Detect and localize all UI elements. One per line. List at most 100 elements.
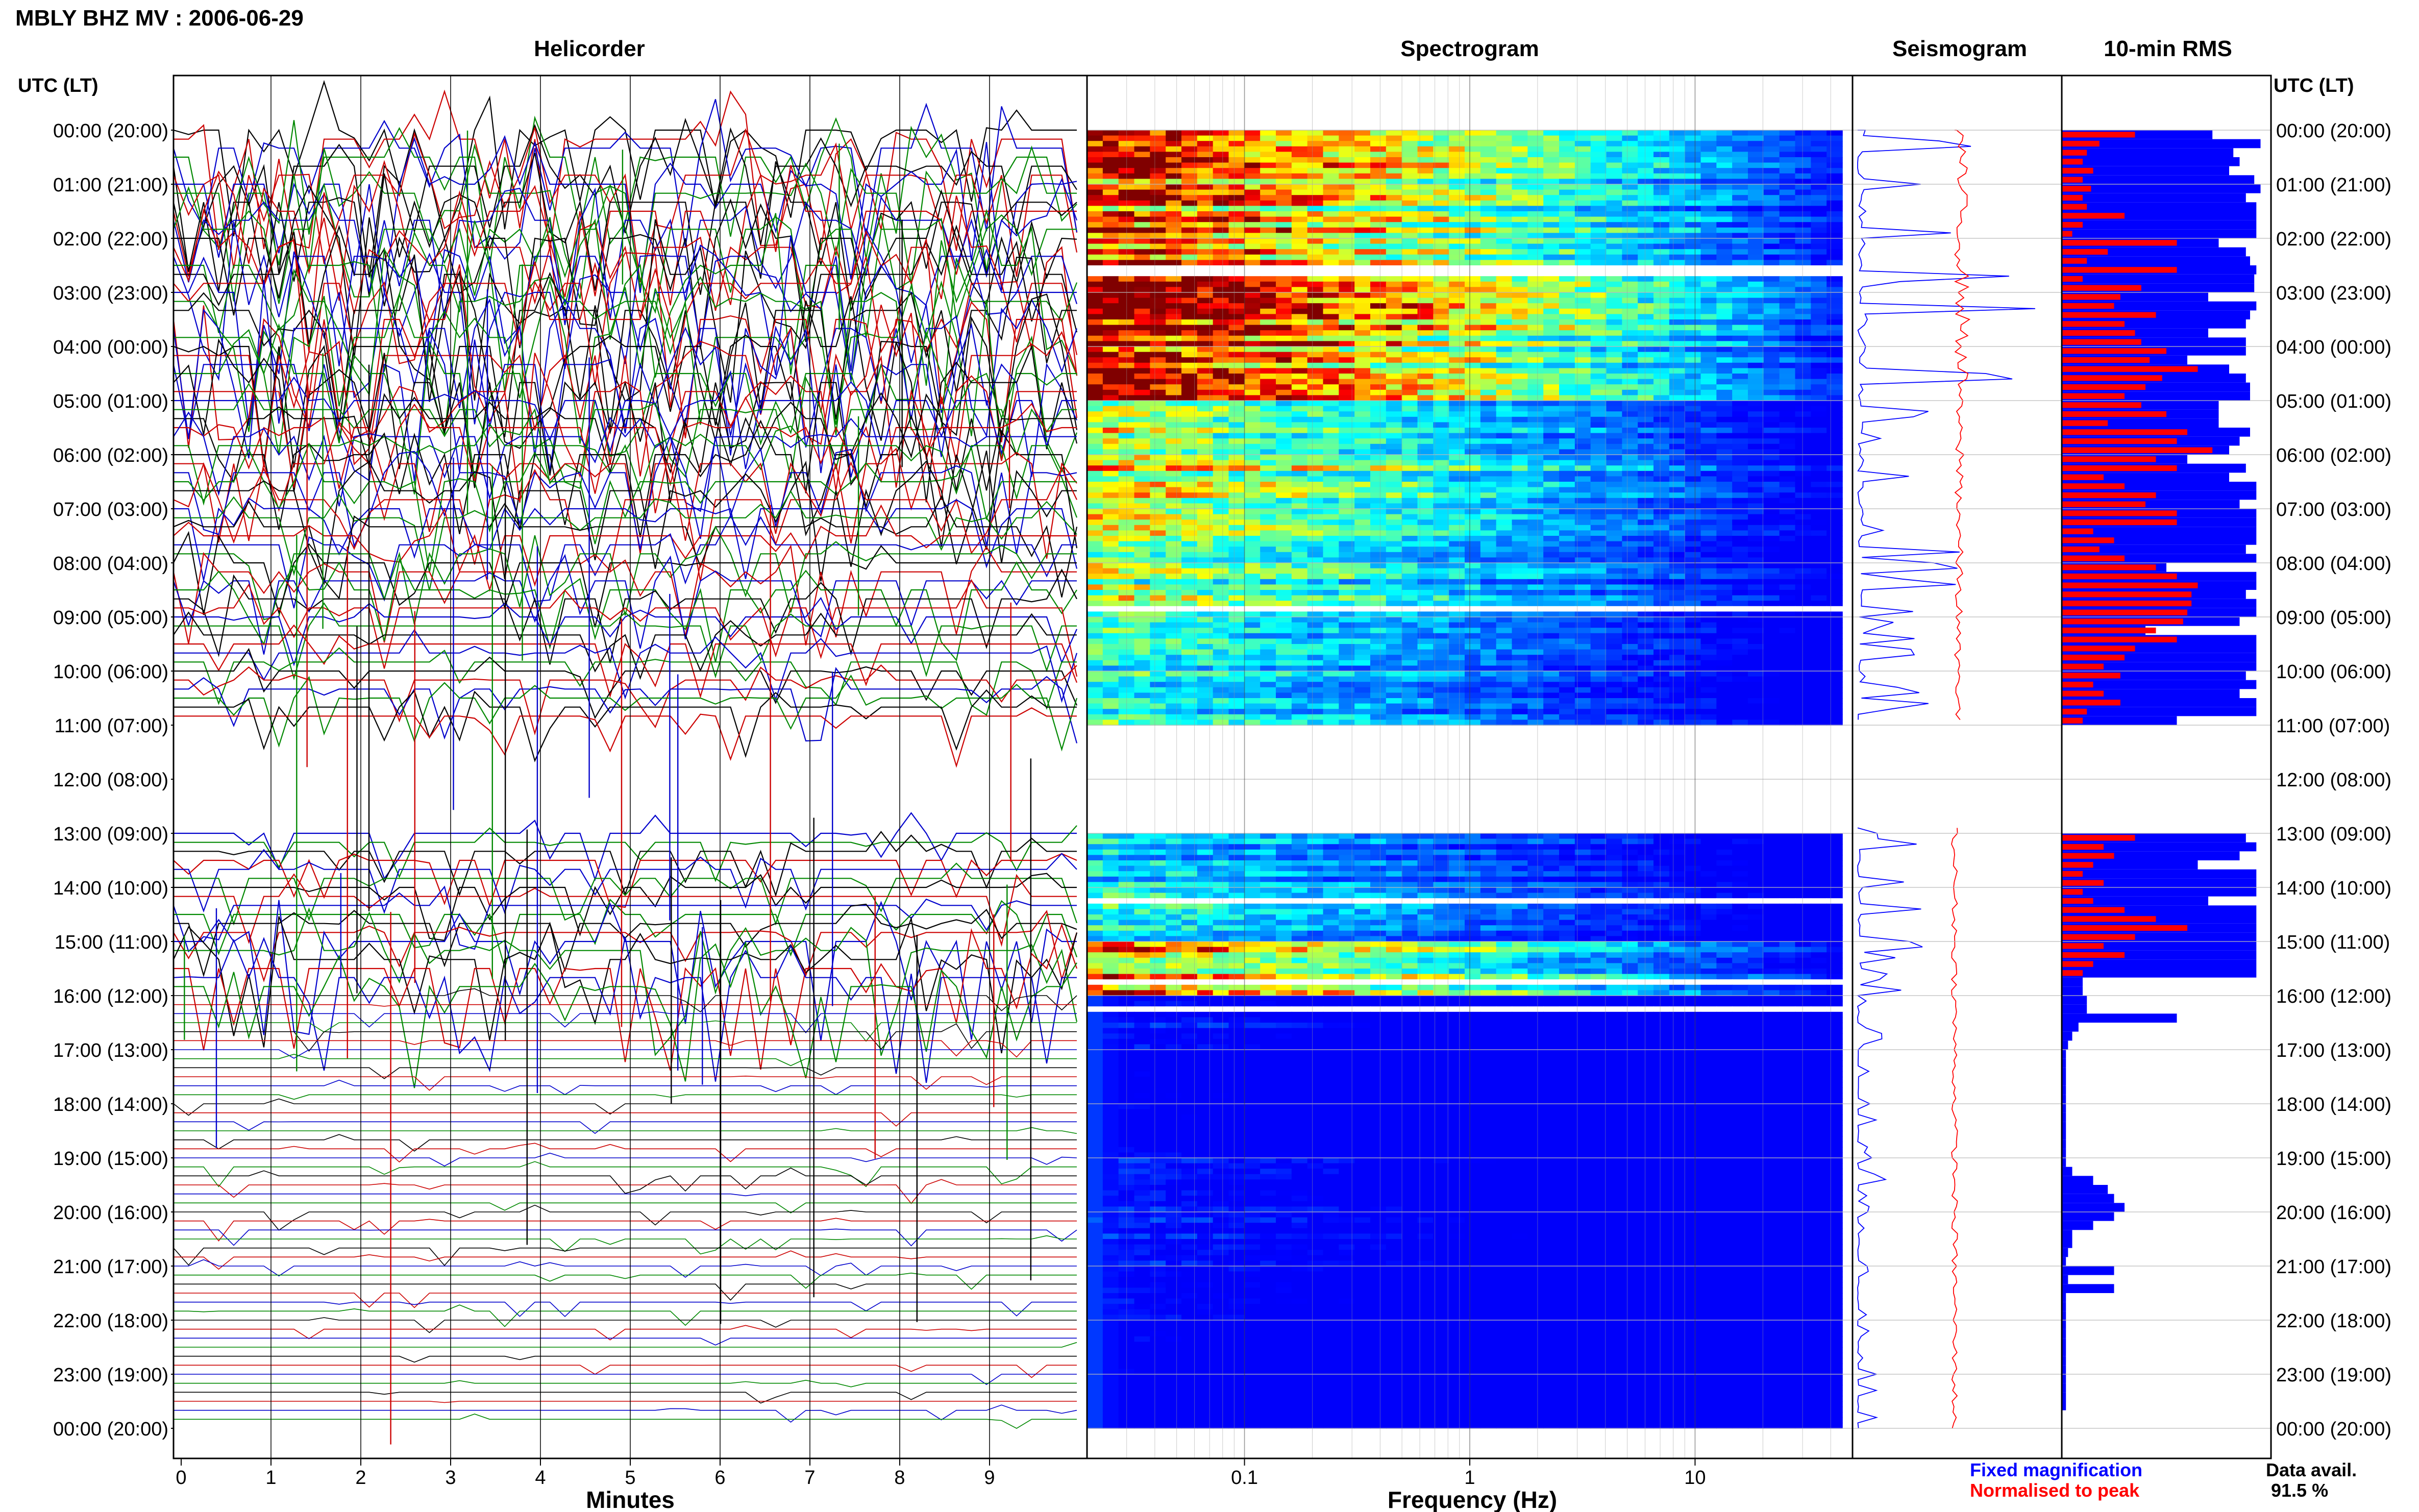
spectrogram-cell	[1748, 195, 1764, 201]
spectrogram-cell	[1449, 449, 1465, 455]
spectrogram-cell	[1590, 584, 1607, 590]
spectrogram-cell	[1606, 470, 1623, 477]
spectrogram-cell	[1244, 460, 1261, 466]
spectrogram-cell	[1339, 601, 1355, 607]
spectrogram-cell	[1323, 319, 1340, 326]
spectrogram-cell	[1716, 222, 1733, 228]
spectrogram-cell	[1244, 157, 1261, 163]
spectrogram-cell	[1685, 665, 1701, 672]
spectrogram-cell	[1574, 611, 1591, 617]
spectrogram-cell	[1150, 287, 1166, 293]
spectrogram-cell	[1181, 157, 1198, 163]
spectrogram-cell	[1449, 341, 1465, 347]
spectrogram-cell	[1606, 422, 1623, 428]
spectrogram-cell	[1543, 189, 1560, 195]
spectrogram-cell	[1197, 206, 1214, 212]
spectrogram-cell	[1512, 260, 1528, 266]
spectrogram-cell	[1574, 470, 1591, 477]
spectrogram-cell	[1449, 416, 1465, 423]
spectrogram-cell	[1748, 557, 1764, 563]
spectrogram-cell	[1087, 308, 1103, 315]
spectrogram-cell	[1354, 563, 1371, 569]
spectrogram-cell	[1669, 314, 1686, 320]
spectrogram-cell	[1244, 135, 1261, 141]
spectrogram-cell	[1244, 222, 1261, 228]
spectrogram-cell	[1763, 357, 1780, 363]
spectrogram-cell	[1276, 514, 1292, 520]
spectrogram-cell	[1401, 514, 1418, 520]
spectrogram-cell	[1276, 249, 1292, 255]
spectrogram-cell	[1370, 281, 1387, 288]
spectrogram-cell	[1748, 374, 1764, 380]
spectrogram-cell	[1779, 611, 1796, 617]
spectrogram-cell	[1354, 465, 1371, 472]
spectrogram-cell	[1386, 660, 1402, 666]
spectrogram-cell	[1197, 411, 1214, 417]
spectrogram-cell	[1433, 379, 1449, 385]
spectrogram-cell	[1401, 433, 1418, 439]
spectrogram-cell	[1826, 368, 1843, 374]
spectrogram-cell	[1433, 233, 1449, 239]
spectrogram-cell	[1559, 638, 1575, 645]
spectrogram-cell	[1150, 682, 1166, 688]
spectrogram-cell	[1276, 152, 1292, 158]
spectrogram-cell	[1700, 168, 1717, 174]
spectrogram-cell	[1401, 395, 1418, 401]
spectrogram-cell	[1559, 389, 1575, 396]
spectrogram-cell	[1150, 130, 1166, 136]
spectrogram-cell	[1433, 270, 1449, 277]
spectrogram-cell	[1228, 254, 1245, 261]
spectrogram-cell	[1669, 476, 1686, 482]
spectrogram-cell	[1543, 563, 1560, 569]
spectrogram-cell	[1291, 200, 1308, 207]
spectrogram-cell	[1134, 130, 1151, 136]
spectrogram-cell	[1323, 476, 1340, 482]
spectrogram-cell	[1811, 189, 1827, 195]
spectrogram-cell	[1213, 422, 1229, 428]
spectrogram-cell	[1197, 314, 1214, 320]
spectrogram-cell	[1543, 179, 1560, 185]
spectrogram-cell	[1590, 536, 1607, 542]
spectrogram-cell	[1795, 276, 1812, 282]
spectrogram-cell	[1181, 671, 1198, 677]
spectrogram-cell	[1543, 303, 1560, 309]
spectrogram-cell	[1512, 541, 1528, 547]
spectrogram-cell	[1260, 243, 1276, 250]
spectrogram-cell	[1779, 460, 1796, 466]
spectrogram-cell	[1480, 211, 1497, 217]
spectrogram-cell	[1622, 536, 1638, 542]
spectrogram-cell	[1417, 482, 1434, 488]
spectrogram-cell	[1166, 470, 1182, 477]
spectrogram-cell	[1260, 184, 1276, 190]
spectrogram-cell	[1354, 389, 1371, 396]
spectrogram-cell	[1496, 330, 1513, 336]
spectrogram-cell	[1716, 189, 1733, 195]
spectrogram-cell	[1244, 557, 1261, 563]
spectrogram-cell	[1779, 281, 1796, 288]
spectrogram-cell	[1559, 644, 1575, 650]
spectrogram-cell	[1811, 606, 1827, 612]
spectrogram-cell	[1323, 211, 1340, 217]
spectrogram-cell	[1795, 671, 1812, 677]
spectrogram-cell	[1291, 238, 1308, 244]
spectrogram-cell	[1228, 162, 1245, 168]
spectrogram-cell	[1228, 606, 1245, 612]
spectrogram-cell	[1433, 492, 1449, 499]
spectrogram-cell	[1669, 536, 1686, 542]
spectrogram-cell	[1826, 341, 1843, 347]
spectrogram-cell	[1339, 173, 1355, 180]
spectrogram-cell	[1811, 357, 1827, 363]
spectrogram-cell	[1716, 503, 1733, 509]
spectrogram-cell	[1228, 308, 1245, 315]
spectrogram-cell	[1795, 503, 1812, 509]
spectrogram-cell	[1102, 384, 1119, 390]
spectrogram-cell	[1339, 330, 1355, 336]
spectrogram-cell	[1669, 281, 1686, 288]
spectrogram-cell	[1496, 341, 1513, 347]
spectrogram-cell	[1433, 530, 1449, 536]
spectrogram-cell	[1574, 552, 1591, 558]
spectrogram-cell	[1496, 628, 1513, 634]
spectrogram-cell	[1574, 665, 1591, 672]
spectrogram-cell	[1354, 622, 1371, 628]
spectrogram-cell	[1763, 130, 1780, 136]
